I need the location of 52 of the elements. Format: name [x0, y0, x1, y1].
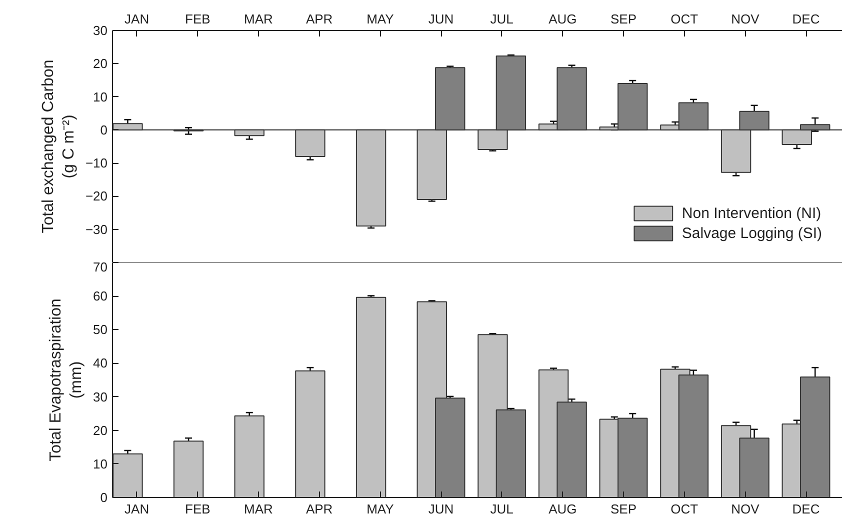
legend-label: Non Intervention (NI) [682, 204, 822, 222]
bar [234, 415, 264, 498]
x-tick-label: FEB [185, 12, 210, 26]
y-tick-label: −30 [85, 222, 108, 237]
x-tick-label: JUN [428, 502, 454, 516]
x-tick-label: OCT [670, 12, 698, 26]
y-tick-label: 10 [93, 456, 108, 472]
x-tick-label: OCT [670, 502, 698, 516]
y-tick-label: −10 [85, 156, 108, 171]
x-tick-label: AUG [548, 502, 577, 516]
x-tick-label: JAN [124, 12, 150, 26]
bar [356, 129, 386, 227]
bar [356, 296, 386, 498]
x-tick-label: APR [306, 502, 333, 516]
x-tick-label: MAR [244, 12, 273, 26]
bar [234, 129, 264, 136]
x-tick-label: SEP [610, 12, 637, 26]
y-tick-label: 10 [93, 89, 108, 104]
bar [112, 123, 143, 130]
x-tick-label: FEB [185, 502, 210, 516]
bar [112, 453, 143, 498]
y-tick-label: 20 [93, 422, 108, 438]
y-tick-label: 40 [93, 356, 108, 371]
y-tick-label: 60 [93, 288, 108, 304]
bar [295, 370, 326, 498]
x-tick-label: NOV [731, 502, 760, 516]
y-tick-label: 20 [93, 56, 108, 72]
x-tick-label: AUG [548, 12, 577, 26]
x-tick-label: JUL [490, 12, 514, 26]
y-tick-label: 30 [93, 23, 108, 38]
x-tick-label: APR [306, 12, 333, 26]
y-axis-title: Total Evapotraspiration (mm) [48, 298, 86, 462]
bar [295, 129, 326, 157]
y-tick-label: 70 [93, 260, 108, 274]
x-tick-label: MAR [244, 502, 273, 516]
x-tick-label: SEP [610, 502, 637, 516]
x-tick-label: JAN [124, 502, 150, 516]
y-tick-label: 30 [93, 389, 108, 404]
x-tick-label: DEC [792, 502, 820, 516]
y-tick-label: −20 [85, 188, 108, 204]
bar [173, 440, 204, 498]
x-tick-label: MAY [366, 502, 394, 516]
x-tick-label: JUL [490, 502, 514, 516]
x-tick-label: NOV [731, 12, 760, 26]
x-tick-label: DEC [792, 12, 820, 26]
y-tick-label: 0 [100, 122, 108, 138]
legend-label: Salvage Logging (SI) [682, 224, 822, 242]
y-tick-label: 0 [100, 490, 108, 505]
x-tick-label: MAY [366, 12, 394, 26]
y-tick-label: 50 [93, 322, 108, 338]
x-tick-label: JUN [428, 12, 454, 26]
y-axis-title: Total exchanged Carbon (g C m⁻²) [40, 60, 78, 234]
